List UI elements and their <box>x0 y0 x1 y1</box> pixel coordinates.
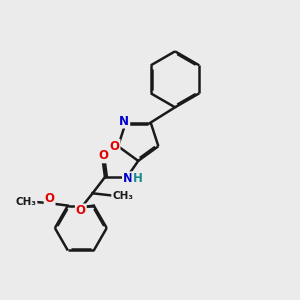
Text: CH₃: CH₃ <box>16 197 37 207</box>
Text: H: H <box>132 172 142 185</box>
Text: CH₃: CH₃ <box>112 190 133 201</box>
Text: O: O <box>110 140 119 153</box>
Text: N: N <box>123 172 133 185</box>
Text: O: O <box>45 192 55 205</box>
Text: O: O <box>99 149 109 162</box>
Text: N: N <box>119 115 129 128</box>
Text: O: O <box>76 204 86 218</box>
